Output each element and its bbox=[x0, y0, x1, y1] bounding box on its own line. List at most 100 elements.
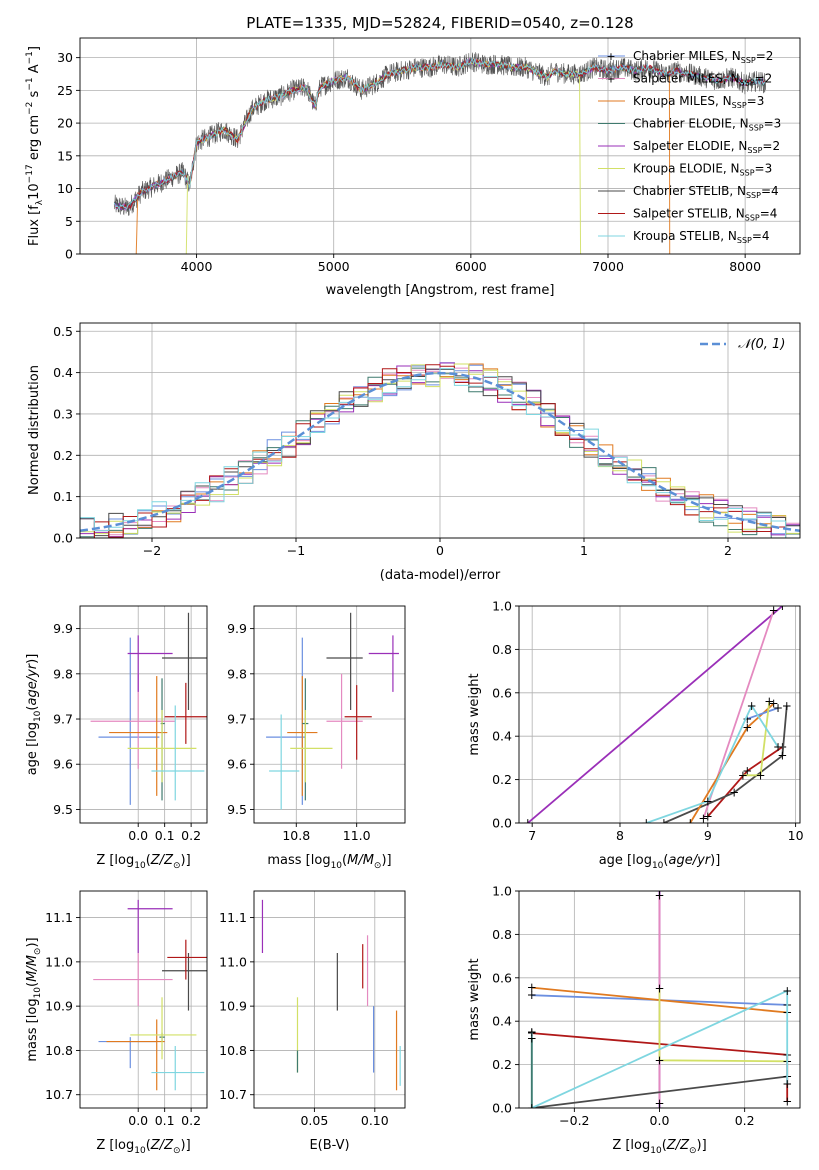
mass-weight-marker: + bbox=[685, 816, 695, 830]
chart-massweight_vs_Z: +++++++++++++++ +++++++−0.2 0.0 0.2 0.0 0.2 0.… bbox=[467, 884, 801, 1156]
x-tick-label: 8000 bbox=[729, 259, 761, 274]
x-tick-label: −0.2 bbox=[559, 1113, 589, 1128]
x-tick-label: 7 bbox=[528, 828, 536, 843]
mass-weight-marker: + bbox=[764, 694, 774, 708]
mass-weight-marker: + bbox=[527, 1101, 537, 1115]
x-axis-label: (data-model)/error bbox=[380, 568, 501, 583]
legend-name: Kroupa MILES, N bbox=[633, 94, 732, 108]
mass-weight-line bbox=[742, 701, 771, 777]
axes-frame bbox=[253, 605, 406, 824]
label-part: ( bbox=[146, 853, 151, 868]
label-part: ] bbox=[27, 46, 42, 51]
label-part: 10 bbox=[331, 861, 343, 871]
y-tick-label: 9.5 bbox=[227, 802, 247, 817]
x-axis-label: mass [log10(M/M⊙)] bbox=[267, 853, 391, 871]
spectrum-model-line bbox=[185, 58, 582, 254]
mass-weight-marker: + bbox=[742, 721, 752, 735]
y-tick-label: 9.7 bbox=[53, 712, 73, 727]
label-part: A bbox=[27, 64, 42, 77]
legend-entry: Kroupa ELODIE, NSSP=3 bbox=[633, 162, 772, 178]
y-tick-label: 11.0 bbox=[219, 954, 247, 969]
error-bar-point bbox=[344, 685, 372, 760]
y-tick-label: 0.0 bbox=[53, 531, 73, 546]
mass-weight-line bbox=[527, 606, 783, 823]
x-axis-label: wavelength [Angstrom, rest frame] bbox=[326, 283, 555, 298]
y-axis-label: mass [log10(M/M⊙)] bbox=[25, 937, 43, 1061]
label-part: ( bbox=[25, 982, 40, 987]
mass-weight-marker: + bbox=[782, 984, 792, 998]
legend-entry: Salpeter STELIB, NSSP=4 bbox=[633, 207, 777, 223]
mass-weight-marker: + bbox=[769, 697, 779, 711]
legend-value: =2 bbox=[762, 139, 780, 153]
legend-name: Salpeter STELIB, N bbox=[633, 207, 745, 221]
x-tick-label: 0.1 bbox=[155, 1113, 175, 1128]
label-part: )] bbox=[710, 853, 720, 868]
label-part: Z/Z bbox=[150, 853, 174, 868]
label-part: Z [log bbox=[96, 1138, 134, 1153]
y-tick-label: 0.5 bbox=[53, 324, 73, 339]
mass-weight-marker: + bbox=[527, 981, 537, 995]
legend-entry: Kroupa MILES, NSSP=3 bbox=[633, 94, 764, 110]
legend: + Chabrier MILES, NSSP=2+ Salpeter MILES, … bbox=[598, 49, 781, 245]
x-axis-label: age [log10(age/yr)] bbox=[599, 853, 721, 871]
legend-name: Kroupa ELODIE, N bbox=[633, 162, 740, 176]
mass-weight-marker: + bbox=[641, 816, 651, 830]
y-tick-label: 9.9 bbox=[227, 621, 247, 636]
label-part: 10 bbox=[33, 987, 43, 999]
legend-entry: Chabrier ELODIE, NSSP=3 bbox=[633, 117, 781, 133]
label-part: 10 bbox=[134, 1146, 146, 1156]
mass-weight-marker: + bbox=[773, 701, 783, 715]
plot-area bbox=[261, 899, 401, 1091]
y-tick-label: 10.9 bbox=[219, 999, 247, 1014]
y-tick-label: 0.2 bbox=[492, 1057, 512, 1072]
legend-name: Kroupa STELIB, N bbox=[633, 229, 737, 243]
error-bar-point bbox=[130, 997, 197, 1060]
legend-name: Chabrier ELODIE, N bbox=[633, 117, 749, 131]
legend-sub: SSP bbox=[737, 236, 752, 245]
grid bbox=[254, 891, 405, 1108]
legend-sub: SSP bbox=[740, 79, 755, 88]
y-tick-label: 25 bbox=[57, 83, 73, 98]
mass-weight-marker: + bbox=[527, 1025, 537, 1039]
legend-value: =2 bbox=[756, 49, 774, 63]
y-tick-label: 9.9 bbox=[53, 621, 73, 636]
x-tick-label: 0.0 bbox=[650, 1113, 670, 1128]
label-part: ( bbox=[25, 706, 40, 711]
plot-area: +++++++++++++++++ ++++++ bbox=[523, 606, 792, 830]
grid bbox=[254, 606, 405, 823]
y-tick-label: 11.0 bbox=[45, 954, 73, 969]
chart-massweight_vs_age: +++++++++++++++++ ++++++7 8 9 10 0.0 0.2 0.4 0.6… bbox=[467, 599, 804, 872]
y-tick-label: 0.8 bbox=[492, 642, 512, 657]
axes-frame bbox=[79, 37, 801, 255]
label-part: M/M bbox=[25, 955, 40, 982]
y-tick-label: 0.2 bbox=[492, 772, 512, 787]
plot-area bbox=[113, 52, 766, 254]
y-tick-label: 0.2 bbox=[53, 448, 73, 463]
legend-entry: Salpeter MILES, NSSP=2 bbox=[633, 72, 772, 88]
label-part: mass [log bbox=[25, 998, 40, 1061]
y-axis-label: Normed distribution bbox=[27, 365, 42, 495]
legend-marker: + bbox=[606, 73, 615, 86]
y-tick-label: 0.4 bbox=[492, 729, 512, 744]
legend-sub: SSP bbox=[741, 56, 756, 65]
mass-weight-marker: + bbox=[747, 699, 757, 713]
mass-weight-marker: + bbox=[742, 712, 752, 726]
y-tick-label: 0.4 bbox=[492, 1014, 512, 1029]
mass-weight-marker: + bbox=[654, 982, 664, 996]
y-tick-label: 9.7 bbox=[227, 712, 247, 727]
y-tick-label: 0 bbox=[65, 247, 73, 262]
error-bar-point bbox=[290, 709, 333, 783]
y-axis-label: mass weight bbox=[467, 958, 482, 1040]
error-bar-point bbox=[127, 635, 173, 692]
mass-weight-marker: + bbox=[755, 768, 765, 782]
y-tick-label: 9.5 bbox=[53, 802, 73, 817]
y-tick-label: 0.0 bbox=[492, 1101, 512, 1116]
x-tick-label: 0.2 bbox=[181, 828, 201, 843]
mass-weight-marker: + bbox=[782, 1094, 792, 1108]
grid bbox=[80, 323, 800, 539]
error-bar-point bbox=[266, 637, 306, 805]
y-tick-label: 1.0 bbox=[492, 599, 512, 614]
x-tick-label: −2 bbox=[143, 543, 161, 558]
mass-weight-marker: + bbox=[703, 809, 713, 823]
label-part: ⊙ bbox=[689, 1146, 697, 1156]
